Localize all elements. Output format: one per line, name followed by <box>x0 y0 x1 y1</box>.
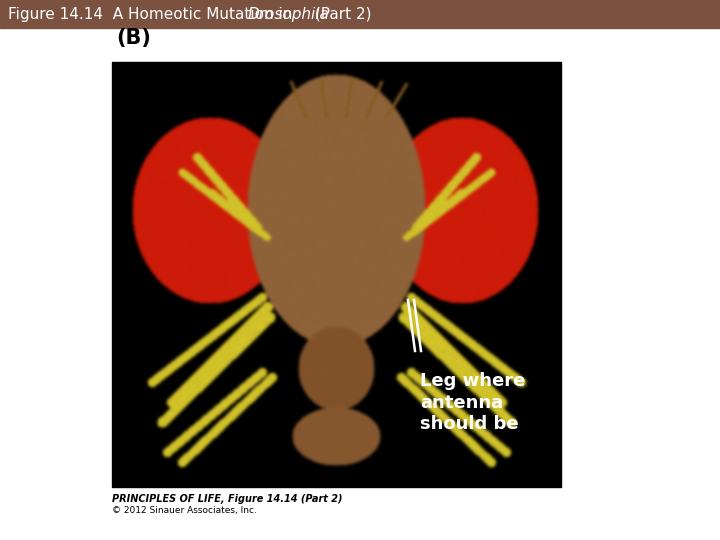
Text: (B): (B) <box>116 28 151 48</box>
Text: Figure 14.14  A Homeotic Mutation in: Figure 14.14 A Homeotic Mutation in <box>8 6 297 22</box>
Text: (Part 2): (Part 2) <box>310 6 372 22</box>
Text: Leg where
antenna
should be: Leg where antenna should be <box>420 372 526 433</box>
Bar <box>0 0 720 28</box>
Text: © 2012 Sinauer Associates, Inc.: © 2012 Sinauer Associates, Inc. <box>112 506 257 515</box>
Text: PRINCIPLES OF LIFE, Figure 14.14 (Part 2): PRINCIPLES OF LIFE, Figure 14.14 (Part 2… <box>112 494 343 504</box>
Bar <box>112 62 561 487</box>
Text: Drosophila: Drosophila <box>248 6 330 22</box>
